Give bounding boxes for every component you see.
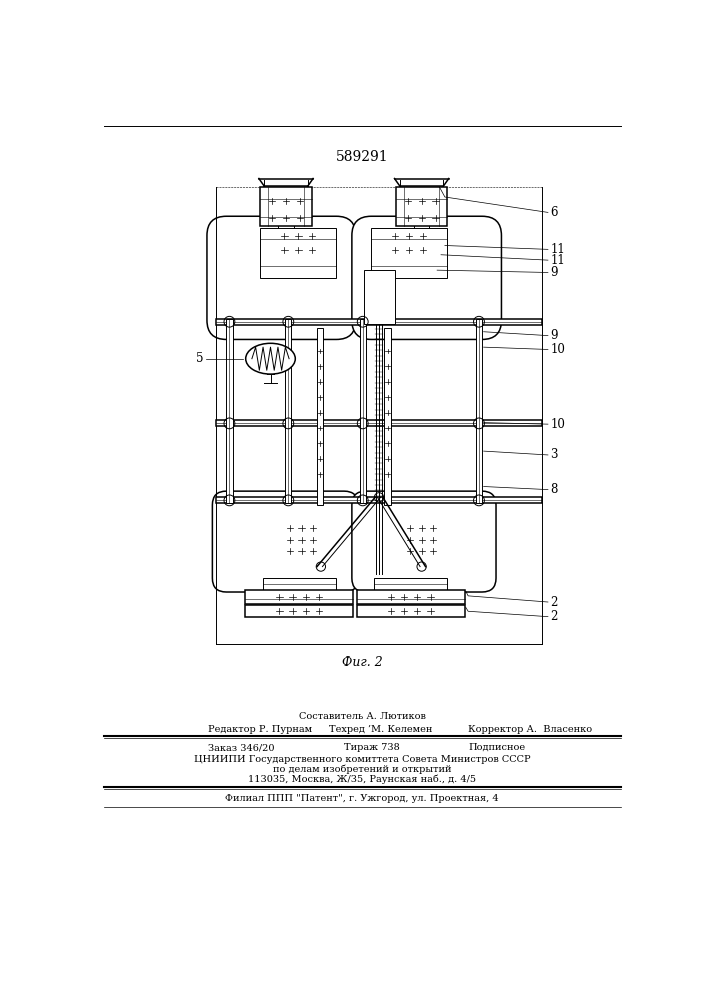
Bar bbox=[260, 187, 312, 226]
Text: Подписное: Подписное bbox=[468, 743, 525, 752]
Bar bbox=[385, 328, 391, 505]
Bar bbox=[396, 187, 448, 226]
Text: ЦНИИПИ Государственного комиттета Совета Министров СССР: ЦНИИПИ Государственного комиттета Совета… bbox=[194, 755, 530, 764]
Text: 11: 11 bbox=[550, 243, 565, 256]
Text: 3: 3 bbox=[550, 448, 558, 461]
Bar bbox=[216, 420, 542, 426]
Text: по делам изобретений и открытий: по делам изобретений и открытий bbox=[273, 764, 451, 774]
Bar bbox=[363, 270, 395, 324]
Bar bbox=[285, 319, 291, 503]
Text: 2: 2 bbox=[550, 596, 558, 609]
Bar bbox=[356, 605, 465, 617]
Bar bbox=[371, 228, 448, 278]
Text: 113035, Москва, Ж/35, Раунская наб., д. 4/5: 113035, Москва, Ж/35, Раунская наб., д. … bbox=[248, 774, 476, 784]
Bar bbox=[360, 319, 366, 503]
Text: Заказ 346/20: Заказ 346/20 bbox=[209, 743, 275, 752]
Bar bbox=[260, 228, 337, 278]
Text: 9: 9 bbox=[550, 329, 558, 342]
Text: Фиг. 2: Фиг. 2 bbox=[341, 656, 382, 669]
FancyBboxPatch shape bbox=[207, 216, 356, 339]
Bar bbox=[317, 328, 323, 505]
Text: 6: 6 bbox=[550, 206, 558, 219]
Text: 9: 9 bbox=[550, 266, 558, 279]
Text: Составитель А. Лютиков: Составитель А. Лютиков bbox=[298, 712, 426, 721]
Text: 2: 2 bbox=[550, 610, 558, 623]
Bar bbox=[226, 319, 233, 503]
Ellipse shape bbox=[246, 343, 296, 374]
Text: Техред ’М. Келемен: Техред ’М. Келемен bbox=[329, 725, 432, 734]
Text: Тираж 738: Тираж 738 bbox=[344, 743, 400, 752]
Bar bbox=[476, 319, 482, 503]
Text: 10: 10 bbox=[550, 418, 565, 431]
Bar bbox=[216, 319, 542, 325]
Bar bbox=[216, 497, 542, 503]
Text: Корректор А.  Власенко: Корректор А. Власенко bbox=[468, 725, 592, 734]
Text: Филиал ППП "Патент", г. Ужгород, ул. Проектная, 4: Филиал ППП "Патент", г. Ужгород, ул. Про… bbox=[225, 794, 498, 803]
Text: 5: 5 bbox=[196, 352, 203, 365]
FancyBboxPatch shape bbox=[212, 491, 358, 592]
Text: 8: 8 bbox=[550, 483, 558, 496]
FancyBboxPatch shape bbox=[352, 216, 501, 339]
Text: 11: 11 bbox=[550, 254, 565, 267]
Bar bbox=[245, 605, 354, 617]
Text: Редактор Р. Пурнам: Редактор Р. Пурнам bbox=[209, 725, 312, 734]
Text: 589291: 589291 bbox=[336, 150, 388, 164]
FancyBboxPatch shape bbox=[352, 491, 496, 592]
Bar bbox=[356, 590, 465, 604]
Bar bbox=[263, 578, 337, 590]
Bar bbox=[373, 578, 448, 590]
Text: 10: 10 bbox=[550, 343, 565, 356]
Bar bbox=[245, 590, 354, 604]
